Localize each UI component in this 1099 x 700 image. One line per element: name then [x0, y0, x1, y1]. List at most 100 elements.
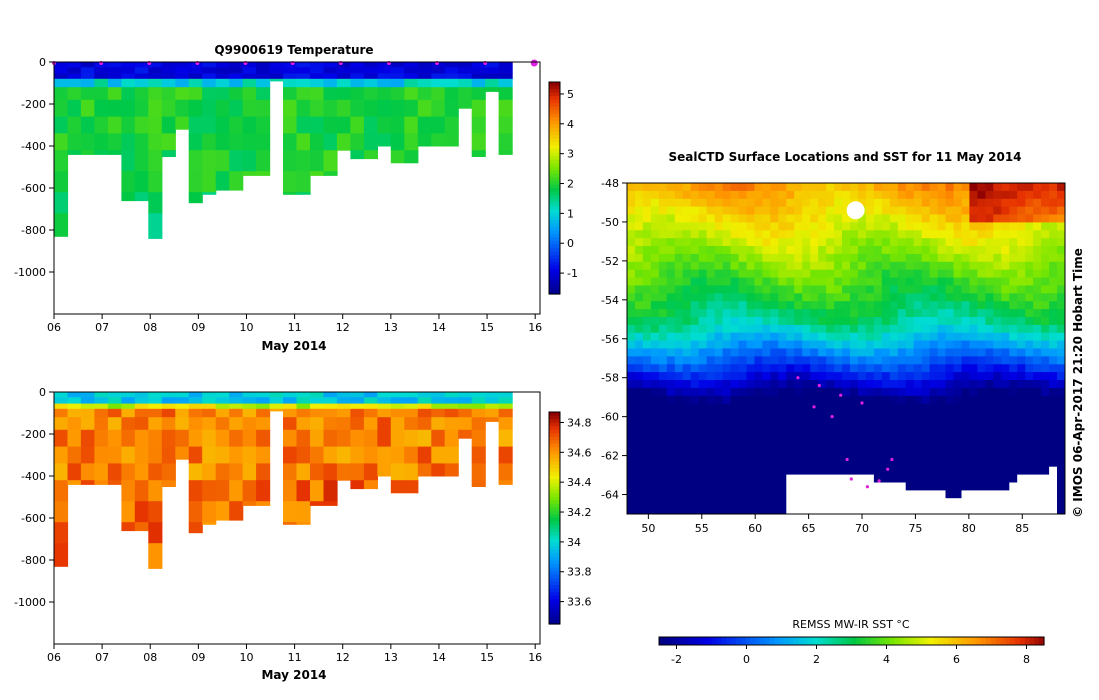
colorbar-cell	[1015, 637, 1021, 645]
sst-cell	[746, 317, 755, 326]
sst-cell	[905, 427, 915, 436]
sst-cell	[650, 293, 660, 302]
sst-cell	[730, 498, 739, 507]
sst-cell	[857, 466, 867, 476]
sst-cell	[690, 427, 700, 436]
section-cell	[107, 403, 122, 410]
sst-cell	[674, 466, 684, 476]
section-cell	[242, 397, 257, 405]
sst-cell	[794, 222, 803, 231]
sst-cell	[770, 238, 779, 247]
sst-cell	[961, 222, 970, 231]
sst-cell	[826, 198, 835, 208]
sst-cell	[818, 309, 827, 318]
colorbar-tick-label: 4	[883, 653, 890, 666]
sst-cell	[897, 253, 907, 263]
sst-cell	[945, 474, 954, 483]
sst-cell	[873, 190, 883, 200]
colorbar-cell	[549, 486, 560, 491]
sst-cell	[1049, 293, 1058, 302]
sst-cell	[762, 435, 771, 444]
section-cell	[54, 501, 69, 523]
sst-cell	[746, 253, 755, 263]
section-cell	[107, 417, 122, 431]
sst-cell	[690, 206, 700, 215]
sst-cell	[762, 269, 771, 279]
sst-cell	[826, 372, 835, 381]
sst-cell	[794, 261, 803, 271]
sst-cell	[698, 285, 708, 294]
colorbar-cell	[549, 532, 560, 537]
sst-cell	[834, 387, 843, 397]
sst-cell	[666, 490, 676, 499]
sst-cell	[945, 285, 954, 294]
sst-cell	[1017, 293, 1026, 302]
sst-cell	[921, 277, 931, 286]
sst-cell	[754, 451, 763, 460]
sst-cell	[762, 317, 771, 326]
sst-cell	[690, 348, 700, 357]
section-cell	[202, 522, 217, 525]
sst-cell	[674, 293, 684, 302]
sst-cell	[1049, 214, 1058, 223]
sst-cell	[714, 419, 724, 428]
sst-cell	[961, 451, 970, 460]
sst-cell	[810, 238, 819, 247]
sst-cell	[969, 301, 978, 310]
sst-cell	[770, 206, 779, 215]
sst-cell	[722, 403, 732, 413]
sst-cell	[850, 277, 859, 286]
sst-cell	[1049, 372, 1058, 381]
section-cell	[431, 429, 446, 448]
sst-cell	[993, 443, 1002, 452]
sst-cell	[834, 277, 843, 286]
sst-cell	[786, 419, 795, 428]
colorbar-cell	[549, 616, 560, 621]
sst-cell	[658, 435, 668, 444]
sst-cell	[905, 411, 915, 420]
sst-cell	[794, 340, 803, 349]
sst-cell	[698, 222, 708, 231]
sst-cell	[977, 482, 986, 491]
sst-cell	[730, 301, 739, 310]
sst-cell	[635, 372, 644, 381]
sst-cell	[1041, 387, 1050, 397]
sst-cell	[1001, 506, 1010, 515]
sst-cell	[929, 238, 939, 247]
sst-cell	[897, 372, 907, 381]
section-cell	[444, 392, 459, 398]
sst-cell	[1057, 482, 1066, 491]
sst-cell	[929, 348, 939, 357]
colorbar-tick-label: 4	[567, 118, 574, 131]
sst-cell	[698, 443, 708, 452]
sst-cell	[1057, 427, 1066, 436]
section-cell	[485, 73, 500, 80]
sst-cell	[985, 269, 994, 279]
sst-cell	[977, 190, 986, 200]
sst-cell	[905, 246, 915, 255]
sst-cell	[635, 466, 644, 476]
sst-cell	[945, 332, 954, 342]
colorbar-cell	[549, 152, 560, 157]
colorbar-cell	[549, 209, 560, 214]
sst-cell	[714, 222, 724, 231]
section-cell	[310, 463, 325, 481]
sst-cell	[953, 419, 962, 428]
sst-cell	[810, 356, 819, 365]
sst-cell	[826, 277, 835, 286]
section-cell	[498, 397, 513, 405]
section-cell	[202, 87, 217, 101]
sst-cell	[706, 317, 716, 326]
sst-cell	[1009, 482, 1018, 491]
sst-cell	[666, 238, 676, 247]
sst-cell	[857, 435, 867, 444]
sst-cell	[913, 301, 923, 310]
sst-cell	[889, 293, 899, 302]
section-cell	[202, 446, 217, 464]
sst-cell	[786, 301, 795, 310]
sst-cell	[762, 364, 771, 373]
sst-cell	[1017, 324, 1026, 334]
colorbar-cell	[846, 637, 853, 645]
sst-cell	[961, 395, 970, 405]
sst-cell	[762, 490, 771, 499]
